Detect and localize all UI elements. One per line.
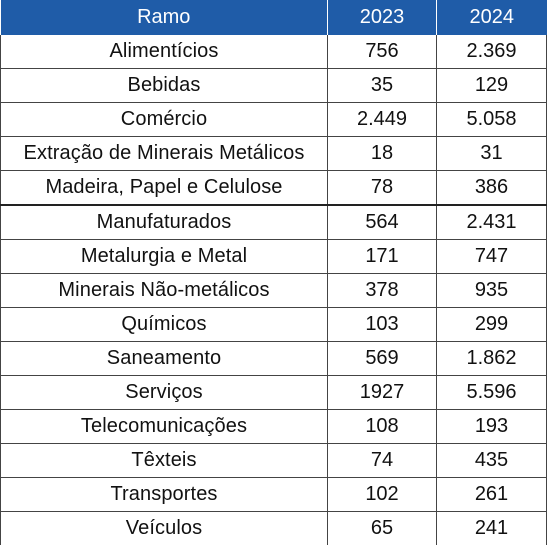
cell-ramo: Serviços (0, 375, 328, 410)
table-row: Veículos 65 241 (0, 511, 547, 545)
cell-2024: 129 (436, 68, 547, 103)
table-row: Químicos 103 299 (0, 307, 547, 342)
cell-ramo: Bebidas (0, 68, 328, 103)
header-row: Ramo 2023 2024 (0, 0, 547, 35)
table-row: Minerais Não-metálicos 378 935 (0, 273, 547, 308)
table-body: Alimentícios 756 2.369 Bebidas 35 129 Co… (0, 35, 547, 545)
cell-ramo: Manufaturados (0, 204, 328, 240)
table-header: Ramo 2023 2024 (0, 0, 547, 35)
cell-2024: 241 (436, 511, 547, 545)
cell-2024: 747 (436, 239, 547, 274)
table-row: Saneamento 569 1.862 (0, 341, 547, 376)
cell-2024: 386 (436, 170, 547, 205)
table-row: Comércio 2.449 5.058 (0, 102, 547, 137)
cell-2023: 171 (327, 239, 437, 274)
cell-ramo: Metalurgia e Metal (0, 239, 328, 274)
header-ramo: Ramo (0, 0, 328, 35)
cell-ramo: Extração de Minerais Metálicos (0, 136, 328, 171)
cell-ramo: Têxteis (0, 443, 328, 478)
cell-ramo: Transportes (0, 477, 328, 512)
cell-2023: 1927 (327, 375, 437, 410)
cell-2023: 2.449 (327, 102, 437, 137)
cell-2024: 299 (436, 307, 547, 342)
table-row: Bebidas 35 129 (0, 68, 547, 103)
table-row: Madeira, Papel e Celulose 78 386 (0, 170, 547, 205)
cell-2024: 5.596 (436, 375, 547, 410)
table-row: Serviços 1927 5.596 (0, 375, 547, 410)
cell-2024: 1.862 (436, 341, 547, 376)
cell-ramo: Veículos (0, 511, 328, 545)
table-row: Extração de Minerais Metálicos 18 31 (0, 136, 547, 171)
table-row: Metalurgia e Metal 171 747 (0, 239, 547, 274)
cell-2023: 756 (327, 35, 437, 69)
cell-2024: 31 (436, 136, 547, 171)
table-row: Têxteis 74 435 (0, 443, 547, 478)
cell-2024: 5.058 (436, 102, 547, 137)
cell-2023: 378 (327, 273, 437, 308)
cell-2023: 569 (327, 341, 437, 376)
cell-ramo: Alimentícios (0, 35, 328, 69)
cell-2024: 2.369 (436, 35, 547, 69)
table-row: Manufaturados 564 2.431 (0, 204, 547, 240)
cell-2023: 108 (327, 409, 437, 444)
cell-ramo: Telecomunicações (0, 409, 328, 444)
cell-2024: 261 (436, 477, 547, 512)
cell-ramo: Minerais Não-metálicos (0, 273, 328, 308)
cell-2024: 435 (436, 443, 547, 478)
cell-2023: 74 (327, 443, 437, 478)
cell-2023: 65 (327, 511, 437, 545)
cell-2023: 103 (327, 307, 437, 342)
cell-2023: 564 (327, 204, 437, 240)
cell-2024: 2.431 (436, 204, 547, 240)
cell-2024: 935 (436, 273, 547, 308)
header-year-2024: 2024 (436, 0, 547, 35)
cell-2023: 18 (327, 136, 437, 171)
cell-ramo: Madeira, Papel e Celulose (0, 170, 328, 205)
cell-ramo: Químicos (0, 307, 328, 342)
cell-2023: 102 (327, 477, 437, 512)
table-row: Telecomunicações 108 193 (0, 409, 547, 444)
cell-2023: 78 (327, 170, 437, 205)
cell-2023: 35 (327, 68, 437, 103)
cell-ramo: Saneamento (0, 341, 328, 376)
header-year-2023: 2023 (327, 0, 437, 35)
cell-2024: 193 (436, 409, 547, 444)
table-row: Transportes 102 261 (0, 477, 547, 512)
table-row: Alimentícios 756 2.369 (0, 35, 547, 69)
cell-ramo: Comércio (0, 102, 328, 137)
